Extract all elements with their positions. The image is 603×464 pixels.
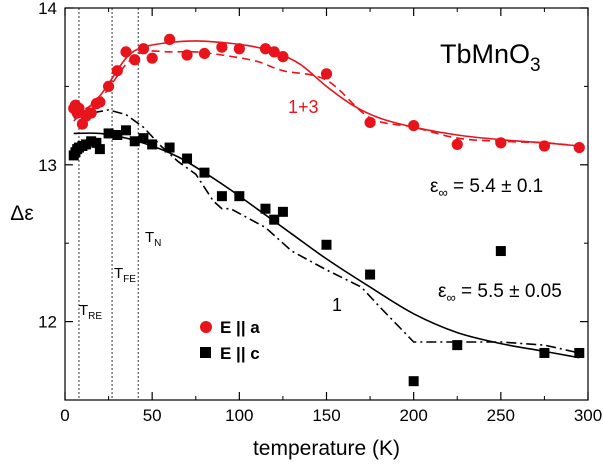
data-point-circle [320,68,333,80]
data-point-circle [120,46,132,58]
data-point-circle [216,41,228,53]
data-point-circle [198,47,211,60]
data-point-square [234,191,245,202]
x-tick-label: 300 [574,406,602,425]
fit-curve-a-dashed [73,50,580,147]
transition-labels: TRE TFE TN [79,229,161,322]
data-point-circle [277,51,289,63]
fit-label-a: 1+3 [288,97,319,117]
data-point-square [321,239,332,250]
x-axis-title: temperature (K) [253,437,400,460]
data-point-square [147,139,158,150]
label-t-re-main: T [79,302,88,319]
data-point-square [574,347,585,358]
label-t-n-sub: N [154,238,161,249]
data-point-square [216,191,227,202]
data-point-square [94,144,105,155]
data-point-circle [408,120,420,132]
data-point-circle [364,116,376,129]
epsilon-c-annotation: ε∞ = 5.5 ± 0.05 [438,281,562,305]
y-tick-label: 12 [38,313,57,332]
compound-base: TbMnO [440,39,530,69]
epsilon-c-symbol: ε [438,281,447,302]
data-point-square [365,269,376,280]
data-point-square [408,376,419,387]
epsilon-a-symbol: ε [430,176,439,197]
legend: E || a E || c [200,318,260,363]
plot-content [68,8,585,400]
data-point-square [182,153,193,164]
compound-label: TbMnO3 [440,39,541,76]
label-t-fe: TFE [114,265,136,285]
data-point-square [260,203,271,214]
data-point-circle [102,80,115,92]
fit-curve-c-dashdot [73,109,580,354]
label-t-re: TRE [79,302,102,322]
data-point-square [164,142,175,153]
data-point-square [277,206,288,217]
legend-label-c: E || c [220,344,260,363]
data-point-circle [181,49,193,61]
data-point-circle [164,33,176,45]
y-axis-title: Δε [10,202,33,225]
epsilon-c-value: = 5.5 ± 0.05 [456,281,562,302]
label-t-n: TN [145,229,161,249]
x-tick-label: 150 [312,406,340,425]
data-point-square [129,136,140,147]
data-point-square [269,214,280,225]
data-point-circle [94,96,106,108]
data-point-square [138,133,149,144]
data-point-circle [268,46,280,58]
label-t-fe-sub: FE [123,274,136,285]
data-point-square [495,246,506,257]
legend-marker-square [200,347,211,358]
x-tick-label: 250 [487,406,515,425]
data-point-circle [259,43,272,55]
epsilon-a-sub: ∞ [438,185,447,200]
data-point-circle [85,107,97,119]
x-tick-label: 0 [60,406,69,425]
y-tick-label: 14 [38,0,57,18]
compound-sub: 3 [530,55,541,76]
x-tick-label: 200 [399,406,427,425]
data-point-circle [538,140,551,152]
data-point-square [112,130,123,141]
label-t-n-main: T [145,229,154,246]
x-tick-label: 50 [143,406,162,425]
legend-marker-circle [200,321,212,333]
data-point-circle [233,43,245,55]
data-point-square [539,347,550,358]
label-t-fe-main: T [114,265,123,282]
epsilon-c-sub: ∞ [446,290,455,305]
fit-label-c: 1 [332,295,342,315]
y-tick-label: 13 [38,156,57,175]
x-tick-label: 100 [225,406,253,425]
data-point-circle [111,65,123,77]
data-point-square [121,125,132,136]
data-point-square [452,340,463,351]
data-point-circle [137,43,150,55]
data-point-circle [451,138,463,151]
data-point-square [80,139,91,150]
data-point-square [91,137,102,148]
data-point-square [103,128,114,139]
data-point-circle [573,141,585,154]
epsilon-a-value: = 5.4 ± 0.1 [448,176,543,197]
label-t-re-sub: RE [88,311,102,322]
data-point-circle [146,52,158,64]
epsilon-a-annotation: ε∞ = 5.4 ± 0.1 [430,176,543,200]
data-point-circle [73,102,85,114]
legend-label-a: E || a [220,318,260,337]
data-point-square [86,136,97,147]
data-point-circle [129,54,141,66]
data-point-circle [495,137,507,149]
data-point-square [199,167,210,178]
